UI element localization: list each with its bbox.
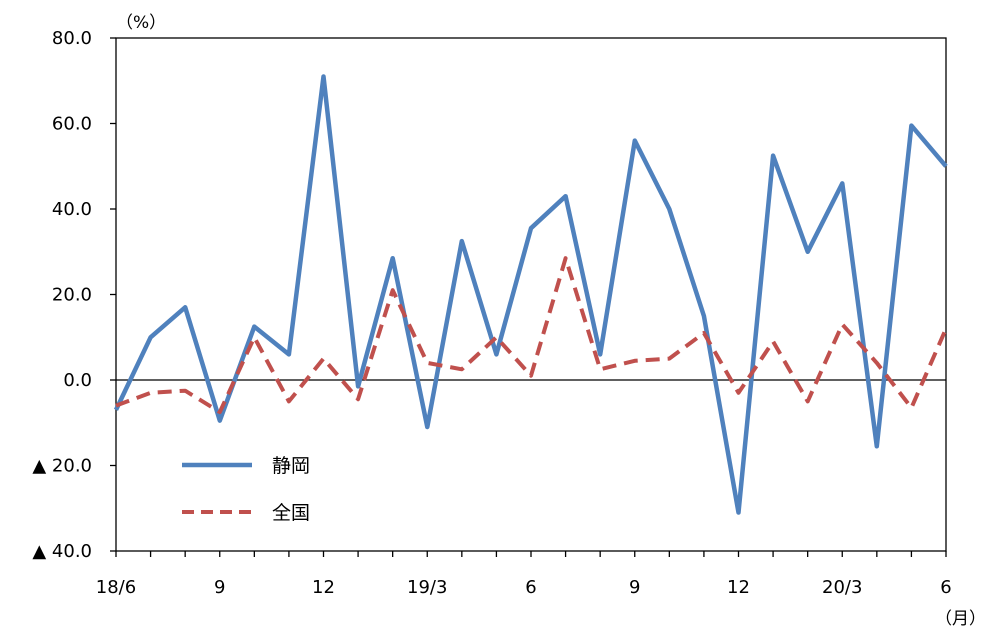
x-tick-label: 12 <box>312 577 335 598</box>
x-tick-label: 18/6 <box>96 577 136 598</box>
y-tick-label: 60.0 <box>52 114 92 135</box>
y-tick-label: ▲ 40.0 <box>32 541 92 562</box>
legend-label-national: 全国 <box>272 502 310 524</box>
series-line-shizuoka <box>113 74 948 515</box>
x-unit-label: （月） <box>935 609 981 629</box>
y-tick-label: 0.0 <box>63 370 92 391</box>
plot-area-border <box>115 37 947 552</box>
y-unit-label: （%） <box>116 13 166 33</box>
x-tick-label: 9 <box>214 577 225 598</box>
x-tick-label: 9 <box>629 577 640 598</box>
labels-layer: 80.0 60.0 40.0 20.0 0.0 ▲ 20.0 ▲ 40.018/6 9 12 19… <box>32 28 951 598</box>
x-tick-label: 20/3 <box>822 577 862 598</box>
x-tick-label: 12 <box>727 577 750 598</box>
y-tick-label: 20.0 <box>52 285 92 306</box>
x-tick-label: 6 <box>525 577 536 598</box>
y-tick-label: 40.0 <box>52 199 92 220</box>
x-tick-label: 6 <box>940 577 951 598</box>
y-tick-label: ▲ 20.0 <box>32 456 92 477</box>
axes-layer <box>110 37 947 557</box>
series-line-national <box>115 256 948 415</box>
legend: 静岡 全国 <box>182 455 310 524</box>
y-tick-label: 80.0 <box>52 28 92 49</box>
legend-label-shizuoka: 静岡 <box>272 455 310 477</box>
x-tick-label: 19/3 <box>407 577 447 598</box>
series-layer <box>113 74 948 515</box>
